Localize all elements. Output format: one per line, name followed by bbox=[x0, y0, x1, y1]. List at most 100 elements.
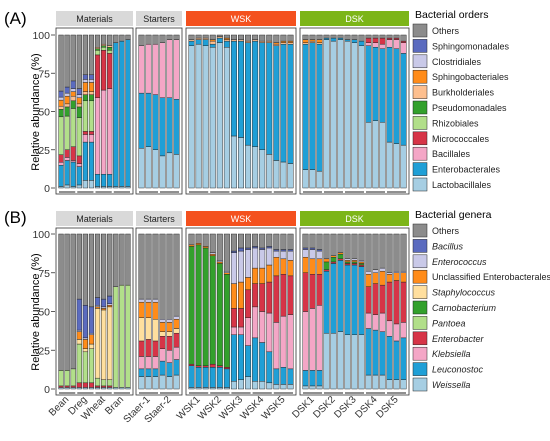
bar-segment bbox=[188, 34, 195, 40]
bar-segment bbox=[337, 253, 344, 260]
bar-segment bbox=[101, 43, 107, 46]
bar-segment bbox=[159, 233, 166, 320]
bar-segment bbox=[287, 250, 294, 261]
bar-segment bbox=[76, 387, 82, 390]
bar-segment bbox=[259, 34, 266, 42]
bar-segment bbox=[209, 253, 216, 256]
facet-strip-label: DSK bbox=[345, 14, 364, 24]
bar-segment bbox=[302, 249, 309, 258]
bar-segment bbox=[216, 42, 223, 189]
bar-segment bbox=[159, 34, 166, 43]
bar-segment bbox=[344, 260, 351, 263]
x-tick-label: DSK3 bbox=[332, 394, 359, 421]
x-tick-label: DSK4 bbox=[353, 394, 380, 421]
bar-segment bbox=[88, 180, 95, 189]
y-tick-label: 75 bbox=[38, 268, 50, 280]
bar-segment bbox=[230, 381, 237, 390]
bar-segment bbox=[152, 376, 159, 390]
bar-segment bbox=[107, 303, 113, 306]
bar-segment bbox=[287, 43, 294, 164]
bar-segment bbox=[152, 34, 159, 45]
bar-segment bbox=[266, 42, 273, 155]
facet-strip bbox=[56, 211, 133, 226]
bar-segment bbox=[273, 257, 280, 277]
bar-segment bbox=[159, 360, 166, 376]
bar-segment bbox=[372, 329, 379, 376]
bar-segment bbox=[259, 381, 266, 390]
bar-segment bbox=[266, 382, 273, 390]
bar-segment bbox=[88, 100, 95, 132]
bar-segment bbox=[202, 37, 209, 40]
bar-segment bbox=[216, 36, 223, 39]
bar-segment bbox=[259, 267, 266, 284]
bar-segment bbox=[358, 263, 365, 266]
bar-segment bbox=[344, 261, 351, 264]
legend-swatch bbox=[412, 116, 428, 130]
bar-segment bbox=[88, 74, 95, 80]
bar-segment bbox=[273, 43, 280, 46]
bar-segment bbox=[202, 34, 209, 39]
bar-segment bbox=[70, 233, 76, 370]
bar-segment bbox=[145, 146, 152, 189]
bar-segment bbox=[316, 233, 323, 250]
bar-segment bbox=[273, 368, 280, 385]
bar-segment bbox=[101, 309, 107, 380]
bar-segment bbox=[230, 135, 237, 189]
legend-entry: Clostridiales bbox=[432, 57, 482, 67]
bar-segment bbox=[70, 100, 76, 109]
bar-segment bbox=[70, 186, 76, 189]
bar-segment bbox=[245, 34, 252, 42]
legend-swatch bbox=[412, 146, 428, 161]
bar-segment bbox=[372, 233, 379, 270]
bar-segment bbox=[351, 233, 358, 260]
bar-segment bbox=[82, 100, 88, 132]
bar-segment bbox=[58, 165, 64, 187]
bar-segment bbox=[88, 343, 95, 349]
bar-segment bbox=[323, 39, 330, 189]
bar-segment bbox=[113, 387, 119, 390]
bar-segment bbox=[287, 233, 294, 250]
bar-segment bbox=[82, 233, 88, 306]
bar-segment bbox=[393, 272, 400, 281]
bar-segment bbox=[386, 336, 393, 380]
bar-segment bbox=[145, 43, 152, 94]
bar-segment bbox=[70, 160, 76, 163]
bar-segment bbox=[302, 39, 309, 43]
bar-segment bbox=[209, 39, 216, 42]
bar-segment bbox=[372, 283, 379, 315]
bar-segment bbox=[70, 385, 76, 388]
bar-segment bbox=[188, 39, 195, 42]
bar-segment bbox=[88, 34, 95, 76]
bar-segment bbox=[88, 94, 95, 102]
bar-segment bbox=[195, 367, 202, 388]
bar-segment bbox=[64, 233, 70, 371]
bar-segment bbox=[238, 281, 244, 309]
bar-segment bbox=[195, 37, 202, 40]
bar-segment bbox=[266, 246, 273, 249]
bar-segment bbox=[145, 301, 152, 318]
legend-swatch bbox=[412, 177, 428, 192]
bar-segment bbox=[323, 261, 330, 270]
bar-segment bbox=[372, 34, 379, 39]
legend-swatch bbox=[412, 131, 428, 146]
bar-segment bbox=[266, 264, 273, 283]
bar-segment bbox=[386, 37, 393, 40]
bar-segment bbox=[88, 332, 95, 335]
bar-segment bbox=[145, 317, 152, 340]
bar-segment bbox=[138, 45, 145, 94]
bar-segment bbox=[330, 261, 337, 264]
bar-segment bbox=[101, 385, 107, 388]
bar-segment bbox=[64, 160, 70, 186]
bar-segment bbox=[245, 40, 252, 43]
bar-segment bbox=[82, 141, 88, 181]
bar-segment bbox=[238, 137, 244, 189]
bar-segment bbox=[82, 74, 88, 80]
bar-segment bbox=[280, 233, 287, 250]
bar-segment bbox=[202, 39, 209, 46]
bar-segment bbox=[88, 91, 95, 95]
bar-segment bbox=[280, 367, 287, 385]
bar-segment bbox=[393, 270, 400, 273]
bar-segment bbox=[351, 42, 358, 189]
bar-segment bbox=[287, 249, 294, 252]
legend-swatch bbox=[412, 85, 428, 99]
